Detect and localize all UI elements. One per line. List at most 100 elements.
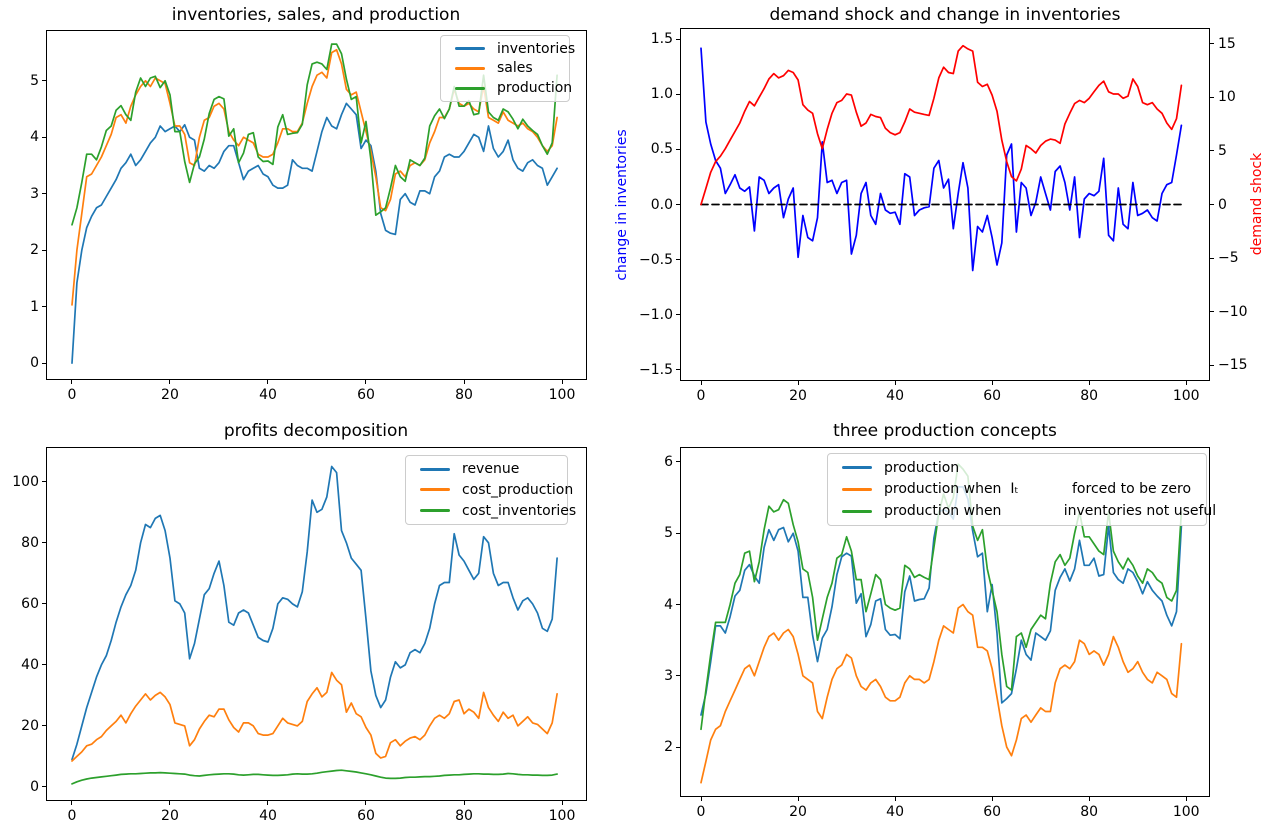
- x-tick-label: 0: [67, 387, 77, 403]
- x-tick-mark: [797, 381, 799, 385]
- y2-tick-label: 15: [1218, 35, 1236, 52]
- y-tick-mark: [42, 362, 46, 364]
- legend-line-sample: [455, 86, 485, 90]
- x-tick-mark: [463, 801, 465, 805]
- x-tick-label: 40: [259, 387, 277, 403]
- legend-line-sample: [455, 66, 485, 70]
- x-tick-mark: [463, 380, 465, 384]
- y-tick-label: 3: [664, 667, 673, 684]
- y2-tick-label: −10: [1218, 303, 1248, 320]
- y2-tick-label: −15: [1218, 357, 1248, 374]
- plot-area-demand-shock-and-change-in-inventories: [680, 28, 1210, 381]
- x-tick-mark: [169, 380, 171, 384]
- legend-item-label: inventories: [497, 40, 576, 57]
- legend-item-label: sales: [497, 60, 533, 77]
- legend-item-label: production when inventories not useful: [884, 503, 1217, 520]
- y-tick-mark: [42, 481, 46, 483]
- legend-item: sales: [449, 60, 561, 76]
- y-tick-mark: [676, 314, 680, 316]
- x-tick-label: 60: [983, 388, 1002, 404]
- legend-three-production-concepts: production production when Iₜ forced to b…: [827, 453, 1216, 526]
- x-tick-label: 40: [886, 804, 905, 820]
- x-tick-mark: [561, 380, 563, 384]
- axes-spines: [46, 447, 587, 801]
- axes-spines: [680, 447, 1210, 797]
- series-demand-shock: [700, 44, 1183, 206]
- x-tick-label: 80: [455, 808, 473, 824]
- y-tick-label: −0.5: [639, 251, 673, 268]
- x-tick-label: 60: [983, 804, 1002, 820]
- x-tick-label: 80: [1080, 804, 1099, 820]
- x-tick-mark: [267, 801, 269, 805]
- plot-area-profits-decomposition: [46, 447, 587, 801]
- y-tick-label: 80: [21, 534, 39, 551]
- y-tick-mark: [676, 461, 680, 463]
- y-tick-label: 100: [12, 473, 39, 490]
- x-tick-label: 80: [455, 387, 473, 403]
- y-tick-label: 6: [664, 453, 673, 470]
- x-tick-mark: [797, 797, 799, 801]
- legend-line-sample: [842, 509, 872, 513]
- y-tick-label: 0: [30, 355, 39, 372]
- legend-item: cost_production: [414, 482, 573, 498]
- y2-tick-mark: [1210, 43, 1214, 45]
- x-tick-mark: [561, 801, 563, 805]
- legend-item: inventories: [449, 41, 575, 57]
- x-tick-mark: [71, 380, 73, 384]
- y2-tick-label: 10: [1218, 89, 1236, 106]
- y2-tick-label: −5: [1218, 250, 1239, 267]
- legend-item-label: production: [497, 80, 573, 97]
- y-tick-label: −1.0: [639, 306, 673, 323]
- x-tick-label: 100: [548, 808, 576, 824]
- y-tick-label: 2: [30, 242, 39, 259]
- legend-line-sample: [420, 488, 450, 492]
- y-tick-label: 1.5: [650, 31, 673, 48]
- y2-tick-mark: [1210, 364, 1214, 366]
- axes-spines: [680, 28, 1210, 381]
- x-tick-mark: [991, 797, 993, 801]
- x-tick-label: 20: [161, 387, 179, 403]
- x-tick-mark: [1185, 797, 1187, 801]
- y2-tick-mark: [1210, 204, 1214, 205]
- y-tick-label: −1.5: [639, 361, 673, 378]
- y-tick-label: 0.0: [650, 196, 673, 213]
- x-tick-mark: [1185, 381, 1187, 385]
- x-tick-label: 40: [886, 388, 905, 404]
- x-tick-label: 20: [161, 808, 179, 824]
- x-tick-mark: [894, 797, 896, 801]
- legend-item-label: production when Iₜ forced to be zero: [884, 481, 1192, 498]
- x-tick-mark: [1088, 797, 1090, 801]
- y-tick-mark: [676, 532, 680, 534]
- y-tick-label: 5: [30, 72, 39, 89]
- y-tick-mark: [42, 80, 46, 82]
- legend-line-sample: [842, 466, 872, 470]
- x-tick-label: 20: [789, 388, 807, 404]
- y2-tick-mark: [1210, 96, 1214, 98]
- x-tick-label: 40: [259, 808, 277, 824]
- y-tick-label: 1.0: [650, 86, 673, 103]
- chart-title-demand-shock: demand shock and change in inventories: [769, 5, 1121, 25]
- legend-line-sample: [420, 467, 450, 471]
- series-cost-inventories: [71, 769, 558, 785]
- axes-spines: [46, 30, 587, 380]
- y-tick-label: 1: [30, 298, 39, 315]
- x-tick-mark: [894, 381, 896, 385]
- y2-tick-label: 5: [1218, 142, 1227, 159]
- y2-tick-mark: [1210, 257, 1214, 259]
- y-tick-mark: [676, 369, 680, 371]
- y-tick-mark: [42, 786, 46, 788]
- legend-item: production: [449, 80, 572, 96]
- x-tick-label: 100: [548, 387, 576, 403]
- x-tick-mark: [991, 381, 993, 385]
- legend-item: production when inventories not useful: [836, 503, 1216, 519]
- legend-item: revenue: [414, 461, 559, 477]
- legend-line-sample: [842, 487, 872, 491]
- x-tick-mark: [267, 380, 269, 384]
- x-tick-mark: [169, 801, 171, 805]
- y-tick-label: 4: [30, 129, 39, 146]
- legend-item-label: revenue: [462, 461, 520, 478]
- y-tick-mark: [676, 93, 680, 95]
- x-tick-mark: [365, 801, 367, 805]
- x-tick-mark: [71, 801, 73, 805]
